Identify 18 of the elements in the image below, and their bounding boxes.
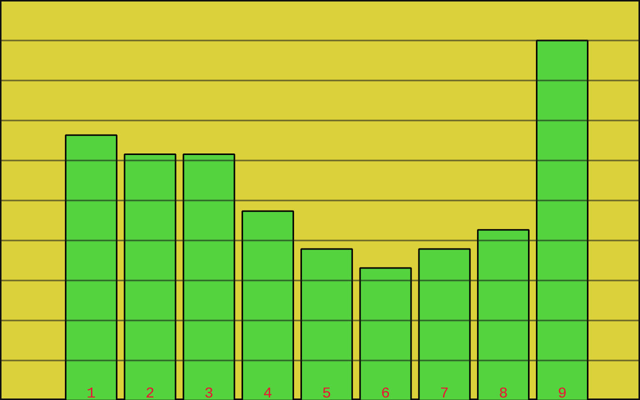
x-tick-label: 5 [322, 386, 332, 400]
x-tick-label: 9 [558, 386, 567, 400]
bar [359, 267, 412, 400]
bar [300, 248, 353, 400]
bar [418, 248, 471, 400]
bar [124, 154, 176, 400]
bar [477, 229, 530, 400]
x-tick-label: 7 [440, 386, 449, 400]
x-tick-label: 4 [263, 386, 272, 400]
bar [536, 40, 588, 400]
x-tick-label: 8 [498, 386, 508, 400]
x-tick-label: 2 [146, 386, 155, 400]
bar [64, 134, 118, 400]
x-tick-label: 6 [381, 386, 390, 400]
x-tick-label: 3 [204, 386, 214, 400]
bar [242, 210, 294, 400]
x-tick-label: 1 [86, 386, 96, 400]
bar [182, 154, 236, 400]
